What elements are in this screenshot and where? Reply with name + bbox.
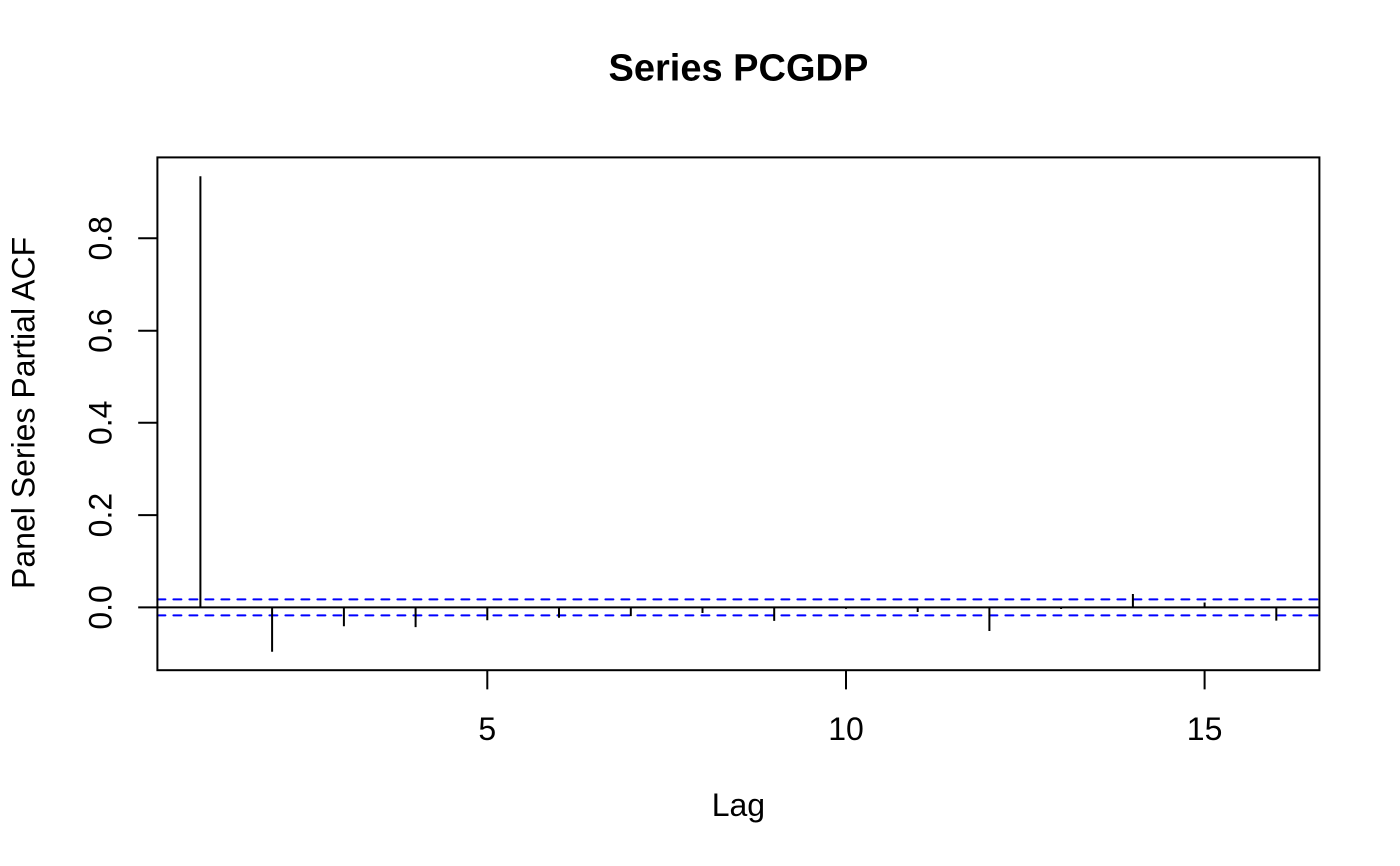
svg-text:0.4: 0.4 bbox=[82, 401, 118, 445]
svg-text:Panel Series Partial ACF: Panel Series Partial ACF bbox=[6, 237, 42, 589]
svg-text:Lag: Lag bbox=[712, 787, 765, 823]
svg-text:0.2: 0.2 bbox=[82, 493, 118, 537]
svg-text:10: 10 bbox=[828, 711, 864, 747]
svg-text:Series PCGDP: Series PCGDP bbox=[609, 48, 869, 90]
svg-text:15: 15 bbox=[1187, 711, 1223, 747]
svg-text:0.8: 0.8 bbox=[82, 216, 118, 260]
svg-text:0.0: 0.0 bbox=[82, 585, 118, 629]
svg-text:0.6: 0.6 bbox=[82, 308, 118, 352]
svg-text:5: 5 bbox=[478, 711, 496, 747]
